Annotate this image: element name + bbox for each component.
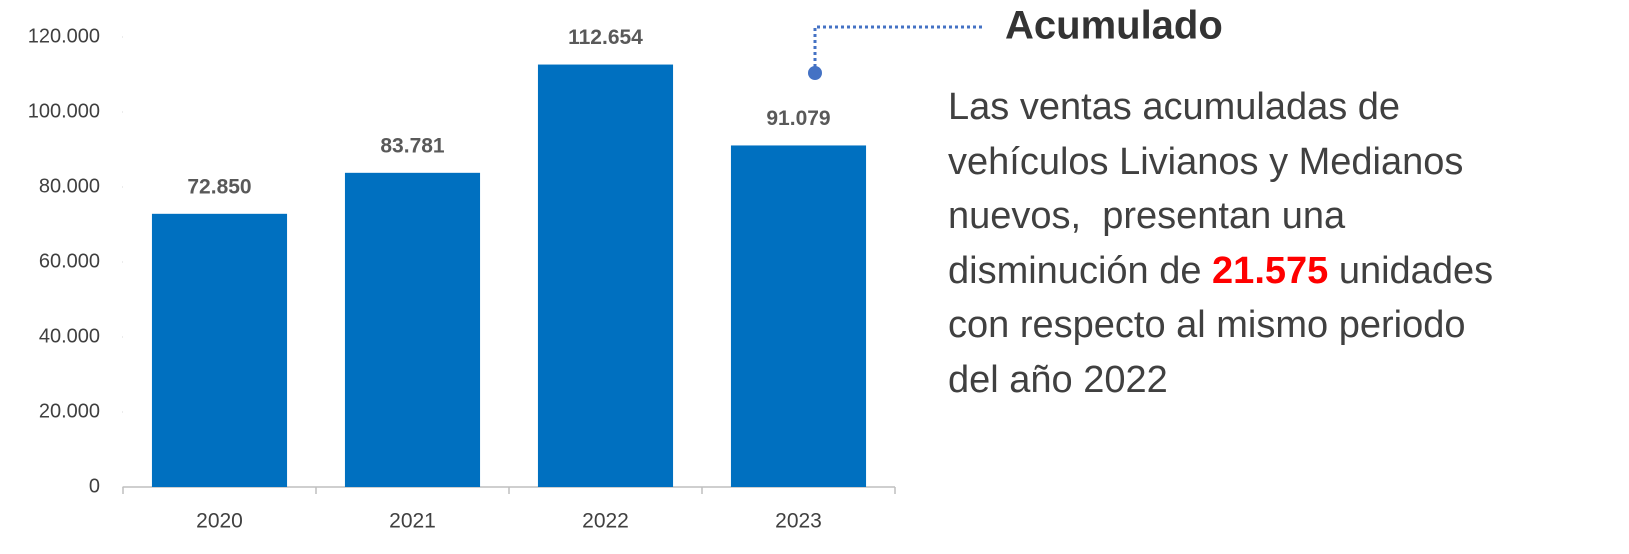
text-segment: vehículos Livianos y Medianos: [948, 140, 1464, 183]
text-line: Las ventas acumuladas de: [948, 80, 1493, 135]
connector: [813, 25, 985, 73]
x-tick-label: 2020: [196, 510, 243, 533]
text-line: vehículos Livianos y Medianos: [948, 135, 1493, 190]
y-tick-label: 100.000: [28, 100, 100, 122]
text-segment: 21.575: [1212, 249, 1329, 292]
text-line: disminución de 21.575 unidades: [948, 244, 1493, 299]
text-segment: disminución de: [948, 249, 1213, 292]
x-tick-label: 2023: [775, 510, 822, 533]
bar: [151, 213, 288, 487]
y-tick-label: 20.000: [39, 400, 100, 422]
y-tick-label: 60.000: [39, 250, 100, 272]
value-label: 112.654: [568, 26, 643, 49]
text-segment: con respecto al mismo periodo: [948, 304, 1466, 346]
x-tick-label: 2022: [582, 510, 629, 533]
y-tick-label: 120.000: [28, 25, 100, 47]
text-segment: Las ventas acumuladas de: [948, 86, 1401, 128]
bar: [537, 64, 674, 488]
y-tick-label: 40.000: [39, 325, 100, 347]
x-tick-label: 2021: [389, 510, 436, 533]
connector-dot: [808, 66, 822, 80]
bar: [730, 145, 867, 488]
value-label: 91.079: [766, 107, 830, 130]
bar: [344, 172, 481, 488]
value-label: 72.850: [187, 175, 251, 198]
y-tick-label: 0: [89, 475, 100, 497]
text-line: nuevos, presentan una: [948, 189, 1493, 244]
y-tick-label: 80.000: [39, 175, 100, 197]
text-segment: del año 2022: [948, 358, 1168, 401]
value-label: 83.781: [380, 134, 445, 157]
text-line: del año 2022: [948, 353, 1493, 408]
annotation-text: Las ventas acumuladas de vehículos Livian…: [948, 80, 1493, 407]
annotation-heading: Acumulado: [1005, 4, 1223, 48]
text-line: con respecto al mismo periodo: [948, 298, 1493, 353]
text-segment: unidades: [1328, 249, 1494, 292]
text-segment: nuevos, presentan una: [948, 195, 1346, 237]
